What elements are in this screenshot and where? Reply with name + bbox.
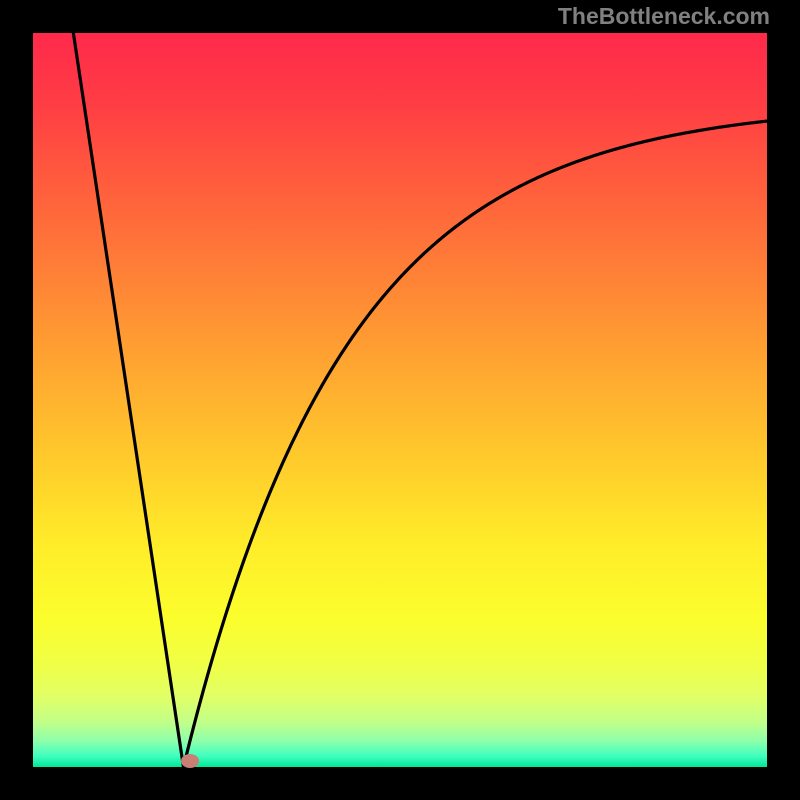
bottleneck-curve [33, 33, 767, 767]
attribution-text: TheBottleneck.com [558, 3, 770, 30]
plot-area [33, 33, 767, 767]
chart-container: { "attribution": { "text": "TheBottlenec… [0, 0, 800, 800]
optimal-point-marker [181, 754, 199, 768]
